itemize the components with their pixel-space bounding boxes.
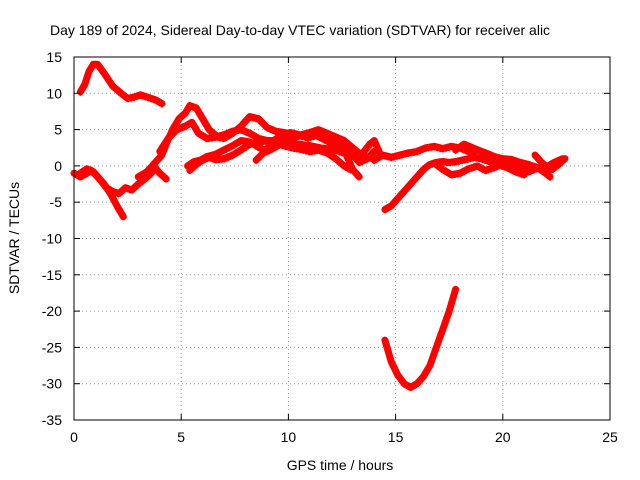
series-marks-track-1 [79, 66, 163, 108]
x-tick-label: 0 [70, 429, 78, 445]
y-tick-label: -25 [42, 339, 62, 355]
y-tick-label: 5 [54, 122, 62, 138]
y-tick-label: -35 [42, 412, 62, 428]
series-marks-track-14 [383, 291, 457, 392]
y-tick-label: 10 [46, 85, 62, 101]
series-line-track-8 [252, 129, 378, 166]
series-marks-track-11 [433, 160, 564, 179]
y-tick-label: -5 [50, 194, 63, 210]
x-tick-label: 10 [281, 429, 297, 445]
x-axis-label: GPS time / hours [287, 457, 394, 473]
y-axis-label: SDTVAR / TECUs [6, 182, 22, 294]
series-marks-track-3 [79, 170, 168, 198]
x-tick-label: 25 [602, 429, 618, 445]
series-line-track-6 [184, 126, 385, 170]
chart-title: Day 189 of 2024, Sidereal Day-to-day VTE… [50, 22, 550, 38]
series-marks-track-10 [373, 148, 551, 181]
series-line-track-13 [531, 151, 569, 173]
y-tick-label: -30 [42, 376, 62, 392]
series-line-track-5 [156, 118, 378, 163]
series-marks-track-13 [534, 157, 566, 174]
y-tick-label: -15 [42, 267, 62, 283]
x-tick-label: 5 [177, 429, 185, 445]
series-line-track-10 [370, 142, 554, 181]
y-tick-label: 0 [54, 158, 62, 174]
series-line-track-1 [76, 60, 166, 107]
y-tick-label: 15 [46, 49, 62, 65]
series-group [70, 60, 569, 392]
y-tick-label: -10 [42, 231, 62, 247]
x-tick-label: 20 [495, 429, 511, 445]
series-marks-track-8 [255, 134, 376, 167]
axes: 0 5 10 15 20 25 -35 -30 -25 -20 -15 -10 -5 0 5 10 15 [42, 49, 618, 445]
series-line-track-12 [452, 140, 528, 179]
x-tick-label: 15 [388, 429, 404, 445]
grid [74, 57, 610, 420]
y-tick-label: -20 [42, 303, 62, 319]
series-line-track-7 [186, 137, 355, 174]
series-line-track-3 [76, 164, 170, 197]
series-marks-track-12 [454, 146, 526, 179]
